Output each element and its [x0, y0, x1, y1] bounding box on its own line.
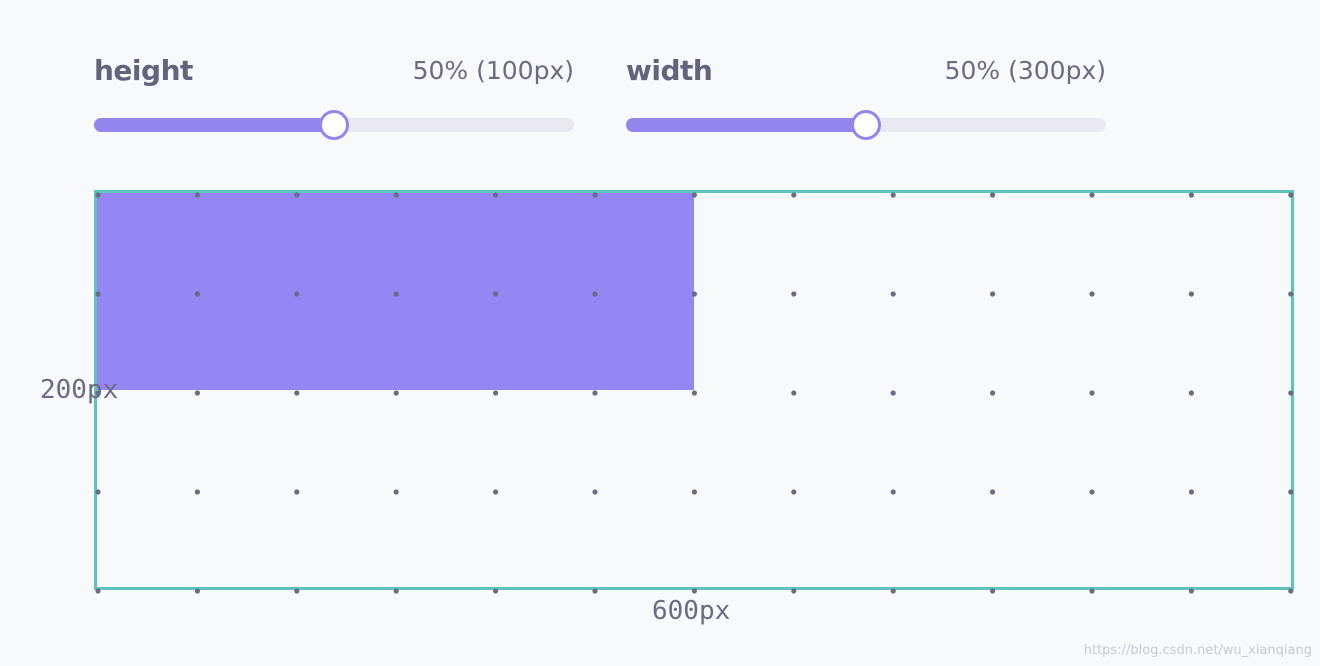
grid-dot	[393, 390, 399, 396]
grid-dot	[691, 390, 698, 396]
grid-dot	[691, 489, 698, 495]
grid-dot	[691, 192, 698, 198]
grid-dot	[1288, 489, 1294, 495]
height-slider[interactable]	[94, 110, 574, 140]
grid-dot	[592, 192, 598, 198]
grid-dot	[1089, 192, 1095, 198]
width-value: 50% (300px)	[944, 56, 1106, 85]
grid-dot	[890, 489, 896, 495]
grid-dot	[1188, 390, 1194, 396]
grid-dot	[194, 489, 200, 495]
grid-dot	[1089, 390, 1095, 396]
height-slider-fill	[94, 118, 334, 132]
grid-dot	[1188, 192, 1194, 198]
grid-dot	[493, 390, 499, 396]
grid-dot	[95, 291, 101, 297]
grid-dot	[1089, 588, 1095, 594]
width-label: width	[626, 54, 713, 87]
grid-dot	[791, 390, 797, 396]
grid-dot	[393, 192, 399, 198]
grid-dot	[1089, 291, 1095, 297]
grid-dot	[691, 291, 698, 297]
grid-dot	[294, 291, 300, 297]
grid-dot	[592, 489, 598, 495]
grid-dot	[1288, 291, 1294, 297]
grid-dot	[493, 489, 499, 495]
grid-dot	[990, 489, 996, 495]
width-slider[interactable]	[626, 110, 1106, 140]
grid-dot	[890, 291, 896, 297]
watermark-text: https://blog.csdn.net/wu_xianqiang	[1083, 643, 1312, 658]
grid-dot	[294, 588, 300, 594]
width-control: width 50% (300px)	[626, 50, 1106, 150]
grid-dot	[990, 291, 996, 297]
grid-dot	[194, 192, 200, 198]
grid-dot	[95, 489, 101, 495]
grid-dot	[95, 588, 101, 594]
grid-dot	[1188, 489, 1194, 495]
height-value: 50% (100px)	[412, 56, 574, 85]
grid-dot	[890, 192, 896, 198]
grid-dot	[990, 192, 996, 198]
grid-dot	[95, 390, 101, 396]
grid-dot	[294, 390, 300, 396]
height-slider-thumb[interactable]	[319, 110, 349, 140]
grid-dot	[1288, 588, 1294, 594]
grid-dot	[294, 192, 300, 198]
grid-dot	[791, 489, 797, 495]
grid-dot	[791, 291, 797, 297]
grid-dot	[393, 291, 399, 297]
container-height-label: 200px	[40, 375, 119, 405]
grid-dot	[393, 489, 399, 495]
width-slider-fill	[626, 118, 866, 132]
grid-dot	[194, 390, 200, 396]
height-label: height	[94, 54, 193, 87]
grid-dot	[493, 291, 499, 297]
grid-dot	[194, 291, 200, 297]
grid-dot	[592, 291, 598, 297]
grid-dot	[890, 588, 896, 594]
grid-dot	[393, 588, 399, 594]
grid-dot	[791, 192, 797, 198]
width-slider-thumb[interactable]	[851, 110, 881, 140]
grid-dot	[493, 192, 499, 198]
grid-dot	[592, 588, 598, 594]
grid-dot	[990, 588, 996, 594]
dot-grid	[95, 192, 1294, 594]
grid-dot	[990, 390, 996, 396]
grid-dot	[791, 588, 797, 594]
grid-dot	[194, 588, 200, 594]
grid-dot	[1188, 291, 1194, 297]
grid-dot	[890, 390, 896, 396]
grid-dot	[691, 588, 698, 594]
grid-dot	[592, 390, 598, 396]
grid-dot	[1188, 588, 1194, 594]
grid-dot	[1288, 192, 1294, 198]
height-control: height 50% (100px)	[94, 50, 574, 150]
grid-dot	[1288, 390, 1294, 396]
grid-dot	[493, 588, 499, 594]
grid-dot	[95, 192, 101, 198]
grid-dot	[1089, 489, 1095, 495]
container-width-label: 600px	[652, 596, 731, 626]
grid-dot	[294, 489, 300, 495]
